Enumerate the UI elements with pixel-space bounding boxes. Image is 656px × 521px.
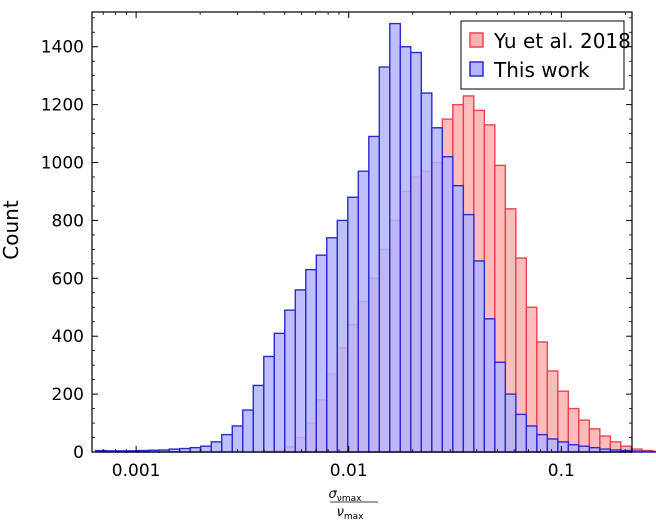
y-tick-label: 1000 <box>41 154 84 174</box>
x-axis-title-sigma: σ <box>329 487 338 502</box>
histogram-bar <box>242 409 254 453</box>
histogram-bar <box>462 213 475 453</box>
histogram-bar <box>399 46 412 453</box>
y-axis-title: Count <box>0 200 23 260</box>
histogram-bar <box>494 361 507 453</box>
histogram-bar <box>431 127 444 453</box>
x-axis-title-nu: ν <box>337 505 344 520</box>
y-tick-label: 600 <box>52 269 84 289</box>
histogram-bar <box>515 413 528 453</box>
histogram-bar <box>588 446 601 453</box>
histogram-bar <box>189 446 202 453</box>
plot-frame <box>91 11 633 453</box>
x-tick-label: 0.001 <box>112 461 161 481</box>
legend-label-this-work: This work <box>493 58 590 82</box>
y-tick-label: 400 <box>52 327 84 347</box>
histogram-bar <box>315 254 328 453</box>
histogram-bar <box>641 450 654 453</box>
histogram-bar <box>567 444 580 453</box>
histogram-bar <box>410 51 423 453</box>
histogram-bar <box>578 445 591 453</box>
y-axis-ticks: 0 200 400 600 800 1000 1200 1400 <box>41 17 632 463</box>
x-tick-label: 0.1 <box>548 461 575 481</box>
histogram-bar <box>221 433 233 453</box>
histogram-bar <box>347 196 359 453</box>
histogram-bar <box>294 289 307 453</box>
x-axis-title-nu-sub: max <box>344 512 364 521</box>
histogram-bar <box>557 441 570 453</box>
legend: Yu et al. 2018 This work <box>460 20 631 90</box>
histogram-bar <box>231 425 244 453</box>
histogram-bar <box>326 237 338 453</box>
histogram-bar <box>483 318 496 453</box>
legend-swatch-this-work <box>469 61 484 77</box>
y-tick-label: 800 <box>52 211 84 231</box>
histogram-bar <box>452 184 465 453</box>
histogram-bar <box>630 450 643 453</box>
histogram-bar <box>336 219 349 453</box>
y-tick-label: 1200 <box>41 96 84 116</box>
histogram-bar <box>504 393 517 453</box>
histogram-bar <box>263 355 275 453</box>
legend-frame <box>460 20 625 90</box>
histogram-bar <box>284 309 296 453</box>
histogram-bar <box>305 268 317 453</box>
x-axis-title-sigma-sub: νmax <box>337 494 362 504</box>
legend-label-yu: Yu et al. 2018 <box>493 29 631 53</box>
histogram-bar <box>368 135 380 453</box>
histogram-bar <box>252 384 265 453</box>
x-axis-title: σνmax νmax <box>329 487 378 521</box>
histogram-bar <box>273 332 286 453</box>
histogram-bar <box>210 441 223 453</box>
y-tick-label: 0 <box>73 443 84 463</box>
histogram-bar <box>441 156 454 453</box>
x-tick-label: 0.01 <box>330 461 368 481</box>
legend-swatch-yu <box>469 32 484 48</box>
histogram-bar <box>200 445 212 453</box>
x-axis-title-numerator: σνmax <box>329 487 363 504</box>
histogram-bar <box>357 170 370 453</box>
histogram-bar <box>525 425 538 453</box>
histogram-bar <box>389 22 401 453</box>
histogram-bar <box>546 438 559 453</box>
histogram-bar <box>378 66 391 453</box>
histogram-bar <box>536 433 549 453</box>
x-axis-ticks: 0.001 0.01 0.1 <box>102 12 626 481</box>
y-tick-label: 1400 <box>41 38 84 58</box>
series-this-work-bars <box>95 22 656 453</box>
x-axis-title-denominator: νmax <box>337 505 365 521</box>
histogram-bar <box>473 260 486 453</box>
histogram-bar <box>420 92 433 453</box>
y-tick-label: 200 <box>52 385 84 405</box>
